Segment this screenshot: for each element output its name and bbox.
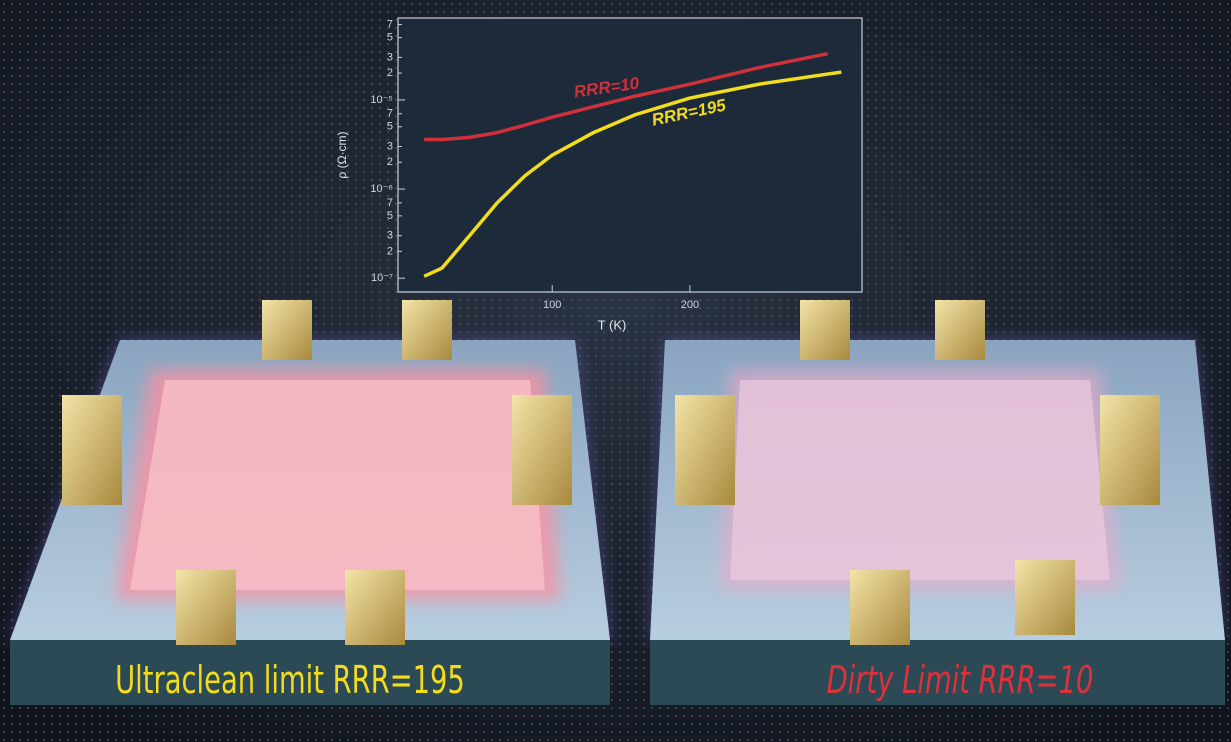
caption: Ultraclean limit RRR=195 xyxy=(115,657,465,702)
x-axis-label: T (K) xyxy=(598,317,627,332)
y-tick-label: 7 xyxy=(387,19,393,31)
x-tick-label: 100 xyxy=(543,299,561,311)
y-tick-label: 2 xyxy=(387,245,393,257)
y-tick-label: 2 xyxy=(387,67,393,79)
y-tick-label: 7 xyxy=(387,197,393,209)
y-tick-label: 10⁻⁶ xyxy=(370,183,393,195)
data-line xyxy=(423,70,842,278)
y-tick-label: 10⁻⁵ xyxy=(370,94,393,106)
y-tick-label: 3 xyxy=(387,230,393,242)
caption: Dirty Limit RRR=10 xyxy=(827,657,1094,702)
y-tick-label: 3 xyxy=(387,51,393,63)
data-line xyxy=(424,51,828,142)
y-tick-label: 2 xyxy=(387,156,393,168)
left-device xyxy=(10,300,610,705)
y-tick-label: 3 xyxy=(387,140,393,152)
right-device xyxy=(650,300,1225,705)
y-tick-label: 7 xyxy=(387,108,393,120)
y-tick-label: 5 xyxy=(387,210,393,222)
y-axis-label: ρ (Ω·cm) xyxy=(335,131,349,178)
y-tick-label: 5 xyxy=(387,32,393,44)
y-tick-label: 10⁻⁷ xyxy=(371,272,393,284)
y-tick-label: 5 xyxy=(387,121,393,133)
x-tick-label: 200 xyxy=(681,299,699,311)
